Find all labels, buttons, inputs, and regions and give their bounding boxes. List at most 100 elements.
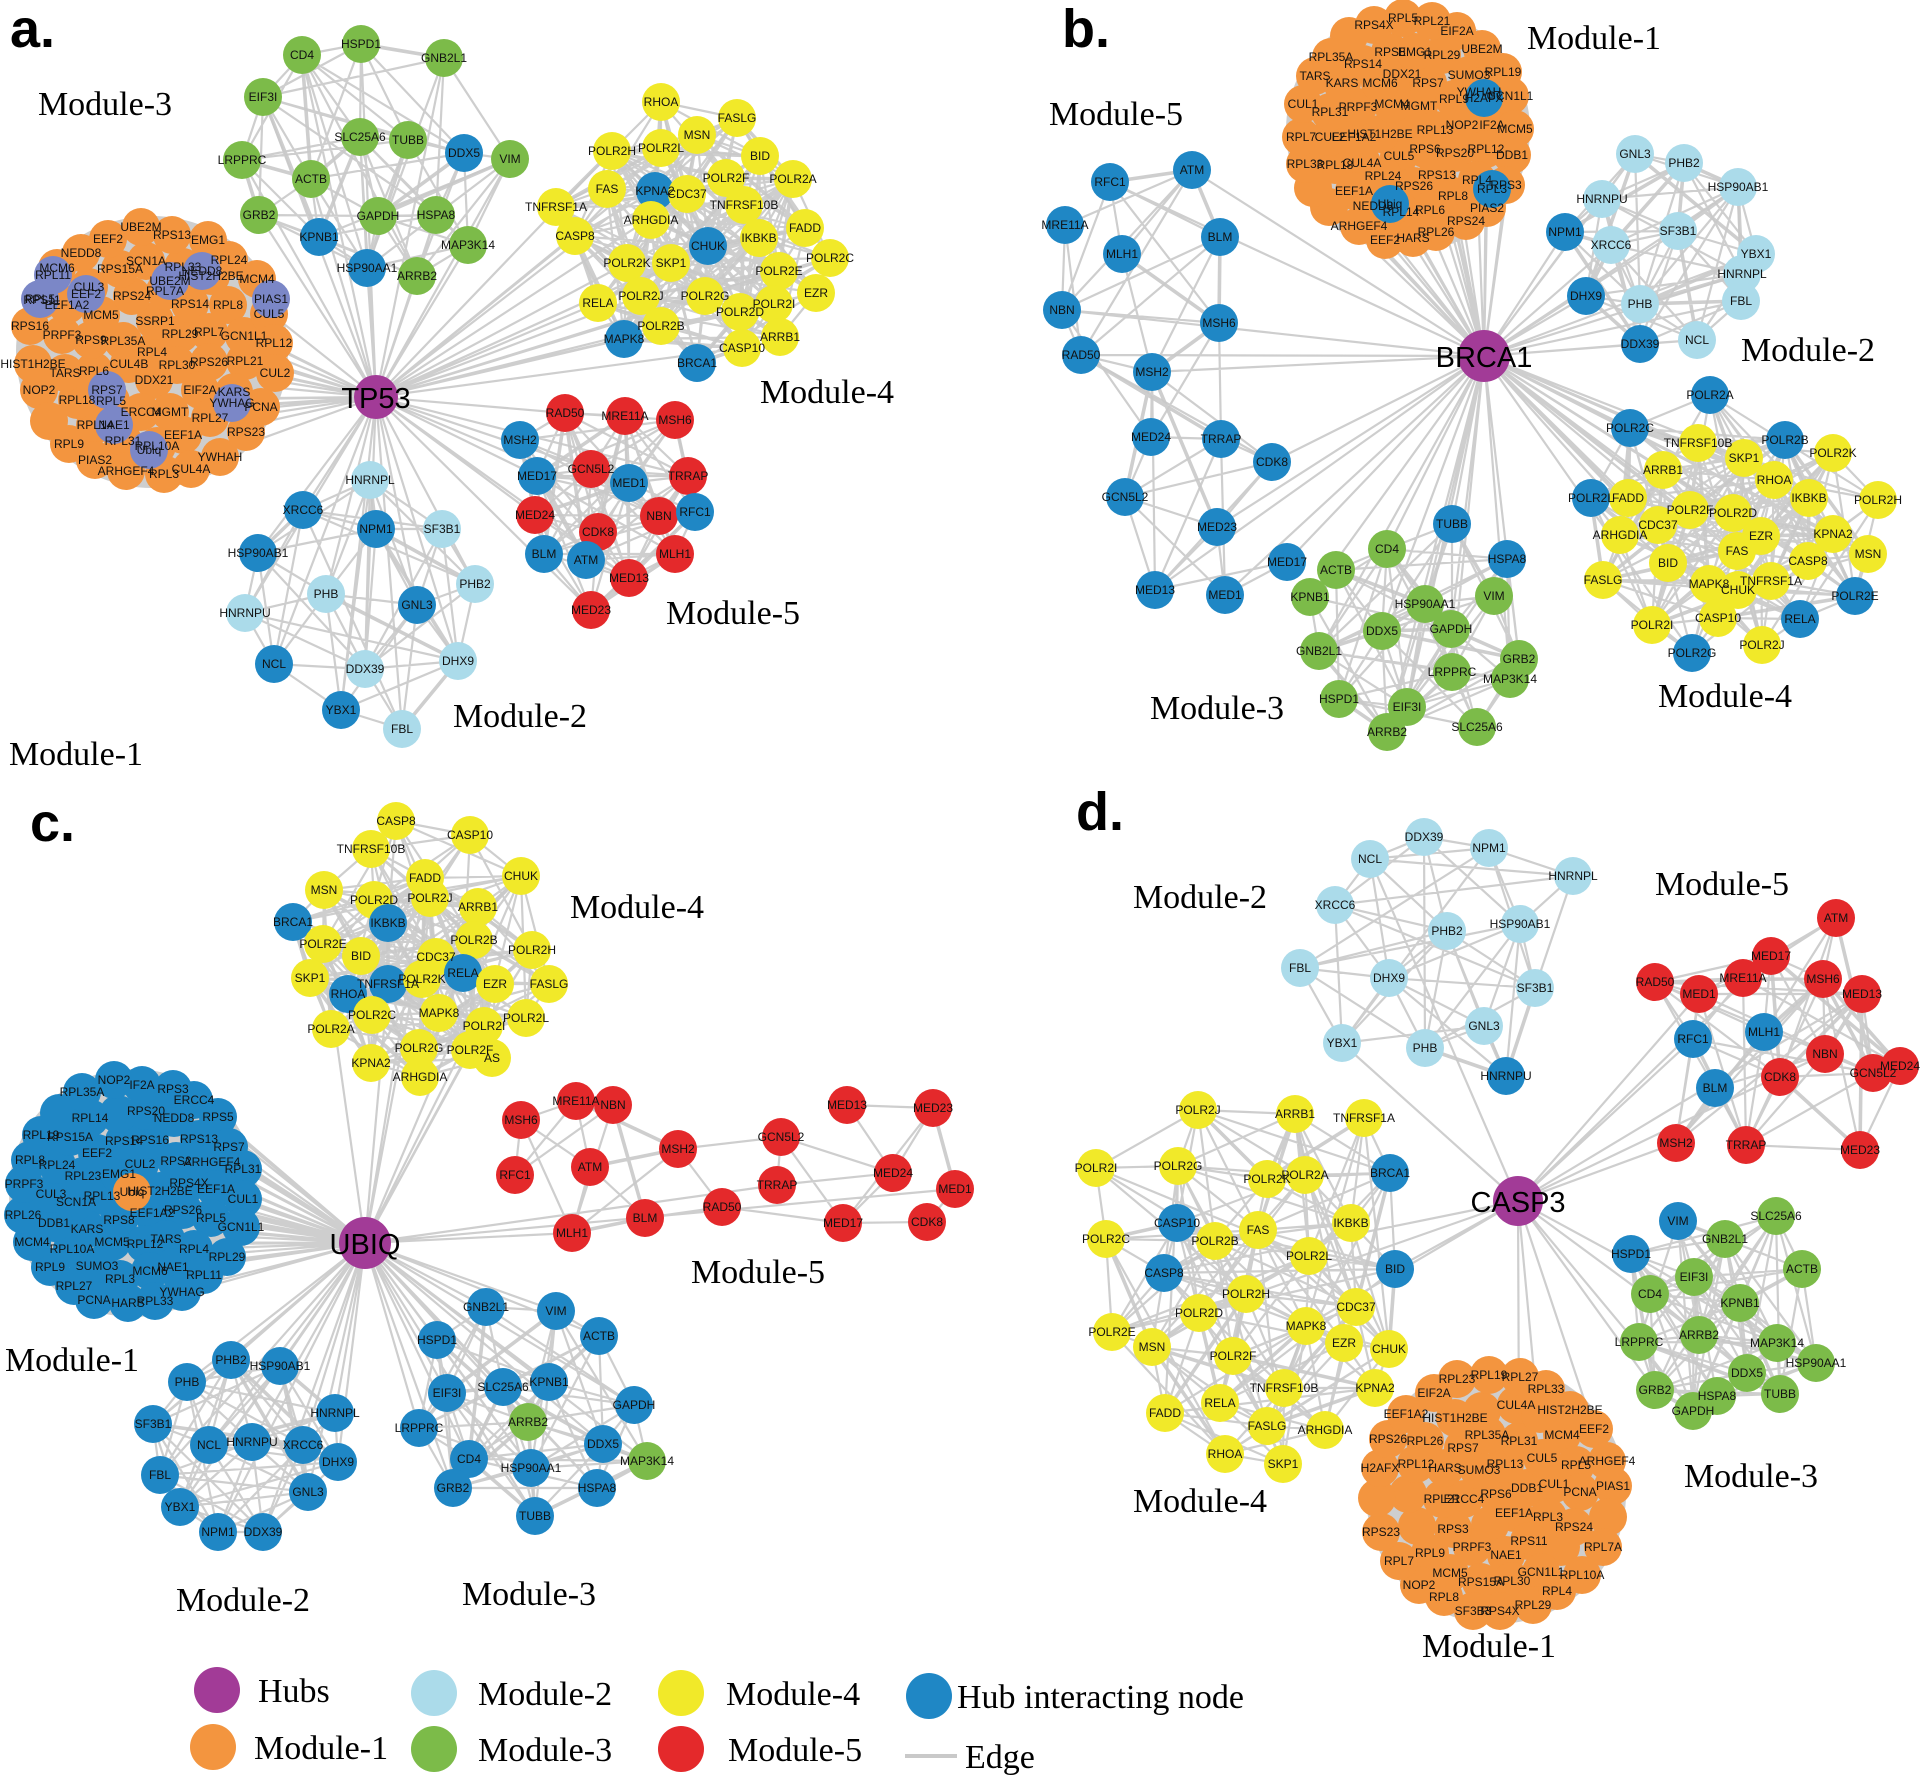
svg-text:POLR2F: POLR2F (447, 1043, 494, 1057)
svg-text:MRE11A: MRE11A (552, 1094, 599, 1108)
svg-text:CUL3: CUL3 (74, 280, 105, 294)
svg-text:RPS24: RPS24 (1555, 1520, 1593, 1534)
svg-text:ARHGEF4: ARHGEF4 (98, 464, 155, 478)
svg-text:BRCA1: BRCA1 (677, 356, 717, 370)
svg-text:HNRNPU: HNRNPU (1480, 1069, 1531, 1083)
svg-text:DDB1: DDB1 (1496, 148, 1528, 162)
svg-text:Module-2: Module-2 (1741, 332, 1875, 369)
svg-text:PHB: PHB (1628, 297, 1653, 311)
svg-text:RPS20: RPS20 (127, 1104, 165, 1118)
svg-text:MED13: MED13 (827, 1098, 867, 1112)
svg-text:POLR2D: POLR2D (1175, 1306, 1223, 1320)
svg-text:RPL12: RPL12 (256, 336, 293, 350)
svg-text:HSP90AA1: HSP90AA1 (337, 261, 398, 275)
svg-text:CDK8: CDK8 (911, 1215, 943, 1229)
svg-text:SF3B1: SF3B1 (1660, 224, 1697, 238)
svg-text:KARS: KARS (1326, 76, 1359, 90)
svg-text:CUL4A: CUL4A (1497, 1398, 1536, 1412)
svg-text:YWHAG: YWHAG (209, 396, 254, 410)
svg-text:CUL4A: CUL4A (1343, 156, 1382, 170)
svg-text:PRPF3: PRPF3 (1453, 1540, 1492, 1554)
svg-text:FASLG: FASLG (1584, 573, 1623, 587)
svg-text:RPL21: RPL21 (1414, 14, 1451, 28)
svg-text:NOP2: NOP2 (1403, 1578, 1436, 1592)
svg-text:NOP2: NOP2 (23, 383, 56, 397)
svg-text:Module-4: Module-4 (570, 889, 704, 926)
svg-text:NCL: NCL (262, 657, 286, 671)
svg-text:POLR2C: POLR2C (1606, 421, 1654, 435)
svg-text:HSP90AB1: HSP90AB1 (228, 546, 289, 560)
svg-text:RPL12: RPL12 (1468, 142, 1505, 156)
svg-text:DDX5: DDX5 (587, 1437, 619, 1451)
svg-text:ARRB2: ARRB2 (1367, 725, 1407, 739)
svg-text:POLR2I: POLR2I (463, 1019, 506, 1033)
svg-text:DDX5: DDX5 (1366, 624, 1398, 638)
svg-text:HSP90AB1: HSP90AB1 (1708, 180, 1769, 194)
svg-text:MED1: MED1 (1682, 987, 1716, 1001)
svg-text:SSRP1: SSRP1 (135, 314, 175, 328)
svg-text:RPS5: RPS5 (202, 1110, 234, 1124)
svg-text:SF3B1: SF3B1 (1517, 981, 1554, 995)
svg-text:TNFRSF10B: TNFRSF10B (337, 842, 406, 856)
svg-text:RPL31: RPL31 (105, 434, 142, 448)
svg-text:POLR2L: POLR2L (503, 1011, 549, 1025)
svg-text:GCN5L2: GCN5L2 (1850, 1066, 1897, 1080)
svg-text:HARS: HARS (1428, 1461, 1461, 1475)
svg-text:RPL6: RPL6 (79, 364, 109, 378)
svg-text:YBX1: YBX1 (1327, 1036, 1358, 1050)
svg-text:NPM1: NPM1 (1548, 225, 1582, 239)
svg-text:RPL24: RPL24 (211, 253, 248, 267)
svg-text:RPS26: RPS26 (1369, 1432, 1407, 1446)
svg-text:EIF2A: EIF2A (183, 383, 216, 397)
svg-text:TARS: TARS (150, 1232, 181, 1246)
svg-text:FADD: FADD (789, 221, 821, 235)
svg-text:RPS9: RPS9 (75, 333, 107, 347)
svg-text:PCNA: PCNA (244, 400, 277, 414)
svg-text:HNRNPL: HNRNPL (345, 473, 395, 487)
svg-text:POLR2G: POLR2G (395, 1041, 444, 1055)
svg-text:RPS4X: RPS4X (169, 1176, 208, 1190)
svg-text:NAE1: NAE1 (157, 1260, 189, 1274)
svg-text:RPL11: RPL11 (186, 1268, 222, 1282)
svg-text:PHB: PHB (1413, 1041, 1438, 1055)
svg-text:POLR2H: POLR2H (1854, 493, 1902, 507)
svg-text:HSPD1: HSPD1 (341, 37, 381, 51)
svg-text:RPS20: RPS20 (1436, 146, 1474, 160)
svg-text:MAP3K14: MAP3K14 (441, 238, 495, 252)
svg-text:MED23: MED23 (1840, 1143, 1880, 1157)
svg-text:RPL29: RPL29 (1424, 48, 1461, 62)
svg-text:XRCC6: XRCC6 (1315, 898, 1356, 912)
svg-text:RPS8: RPS8 (103, 1213, 135, 1227)
svg-text:Module-4: Module-4 (726, 1676, 860, 1713)
svg-text:RPL33: RPL33 (165, 260, 202, 274)
svg-text:CD4: CD4 (290, 48, 314, 62)
svg-text:RPL14: RPL14 (72, 1111, 109, 1125)
svg-text:RPL7: RPL7 (1384, 1554, 1414, 1568)
svg-text:MED23: MED23 (571, 603, 611, 617)
svg-text:NBN: NBN (600, 1098, 625, 1112)
svg-text:GNL3: GNL3 (401, 598, 433, 612)
svg-text:GNL3: GNL3 (1468, 1019, 1500, 1033)
svg-text:H2AFX: H2AFX (1465, 91, 1504, 105)
svg-text:BID: BID (351, 949, 371, 963)
svg-text:POLR2I: POLR2I (1075, 1161, 1118, 1175)
svg-text:b.: b. (1062, 0, 1110, 59)
svg-text:POLR2F: POLR2F (1667, 503, 1714, 517)
svg-text:PCNA: PCNA (1563, 1485, 1596, 1499)
svg-text:NAE1: NAE1 (1490, 1548, 1522, 1562)
svg-text:POLR2J: POLR2J (407, 891, 452, 905)
svg-text:CUL3: CUL3 (36, 1187, 67, 1201)
svg-text:CHUK: CHUK (1372, 1342, 1406, 1356)
svg-text:BLM: BLM (633, 1211, 658, 1225)
svg-text:DHX9: DHX9 (1570, 289, 1602, 303)
svg-text:RPL33: RPL33 (1528, 1382, 1565, 1396)
svg-text:CASP8: CASP8 (1144, 1266, 1184, 1280)
svg-text:ARRB2: ARRB2 (1679, 1328, 1719, 1342)
svg-text:PHB2: PHB2 (1431, 924, 1463, 938)
svg-text:CASP8: CASP8 (376, 814, 416, 828)
svg-text:RHOA: RHOA (331, 987, 366, 1001)
svg-text:IKBKB: IKBKB (370, 916, 405, 930)
svg-text:DDX21: DDX21 (1383, 67, 1422, 81)
svg-text:HNRNPL: HNRNPL (1717, 267, 1767, 281)
svg-text:HSP90AA1: HSP90AA1 (1786, 1356, 1847, 1370)
